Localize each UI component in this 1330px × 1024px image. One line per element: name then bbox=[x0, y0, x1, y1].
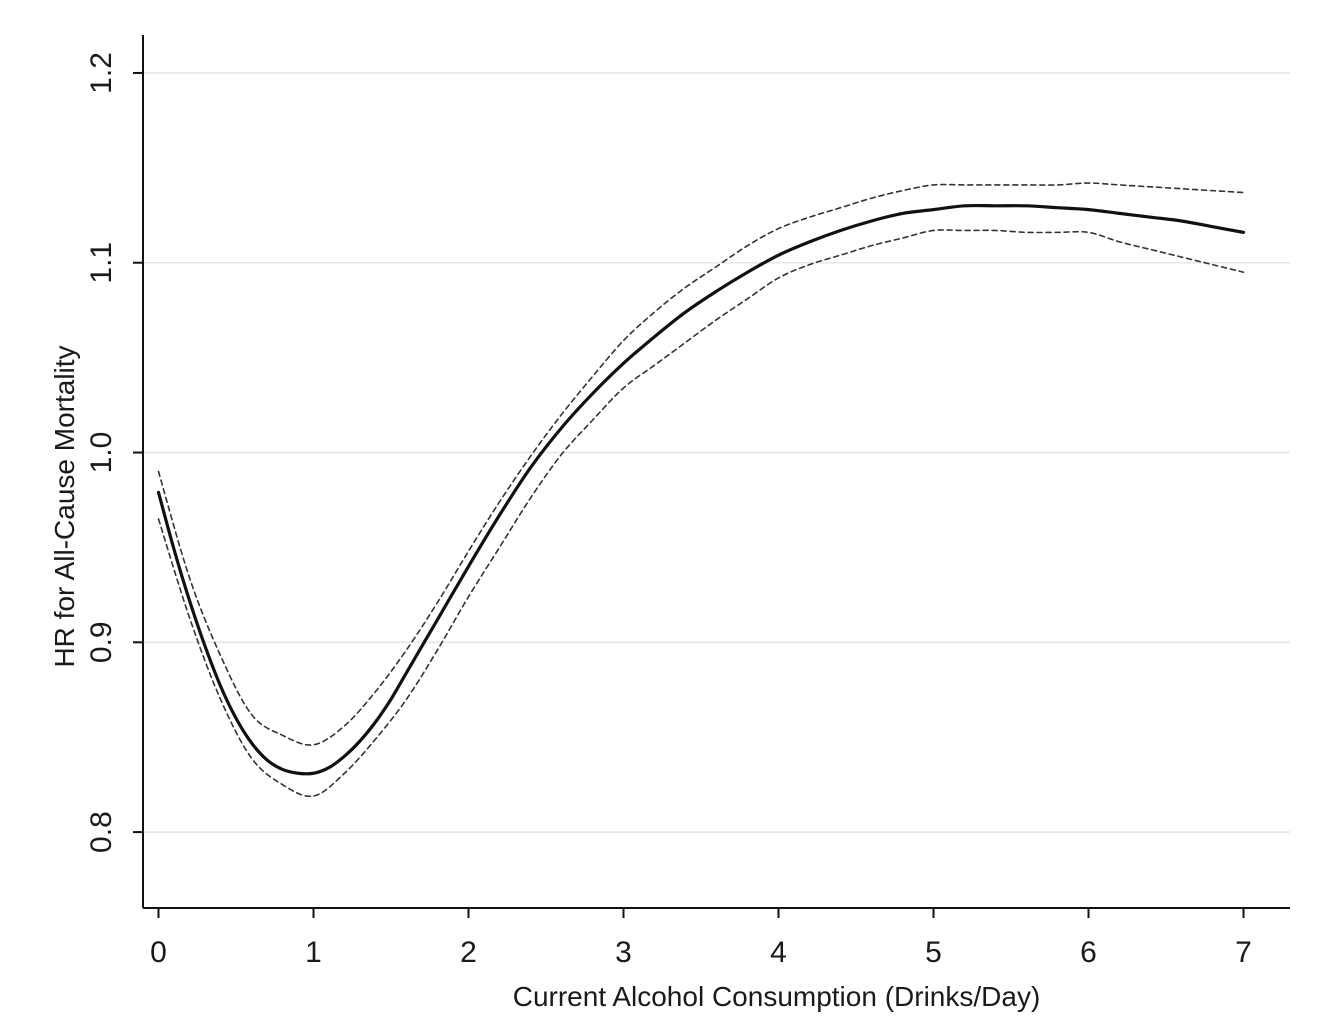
grid-layer bbox=[144, 72, 1290, 833]
series-layer bbox=[156, 182, 1246, 798]
y-tick-label-4: 1.2 bbox=[85, 52, 118, 94]
axis-layer bbox=[142, 35, 1290, 909]
x-axis-label: Current Alcohol Consumption (Drinks/Day) bbox=[513, 981, 1041, 1012]
x-tick-label-1: 1 bbox=[305, 936, 322, 969]
x-tick-label-4: 4 bbox=[770, 936, 787, 969]
x-tick-label-6: 6 bbox=[1080, 936, 1097, 969]
x-tick-label-2: 2 bbox=[460, 936, 477, 969]
series-line-lower-ci bbox=[157, 229, 1245, 798]
series-line-upper-ci bbox=[157, 182, 1245, 746]
x-tick-label-0: 0 bbox=[150, 936, 167, 969]
x-tick-label-7: 7 bbox=[1235, 936, 1252, 969]
y-axis-label: HR for All-Cause Mortality bbox=[49, 345, 80, 667]
y-tick-label-1: 0.9 bbox=[85, 621, 118, 663]
series-line-estimate bbox=[156, 203, 1246, 776]
y-tick-label-3: 1.1 bbox=[85, 242, 118, 284]
y-tick-label-0: 0.8 bbox=[85, 811, 118, 853]
x-tick-label-3: 3 bbox=[615, 936, 632, 969]
x-tick-label-5: 5 bbox=[925, 936, 942, 969]
tick-layer: 0.8 0.9 1.0 1.1 1.2 0 1 2 3 4 5 6 7 bbox=[85, 52, 1252, 969]
y-tick-label-2: 1.0 bbox=[85, 432, 118, 474]
